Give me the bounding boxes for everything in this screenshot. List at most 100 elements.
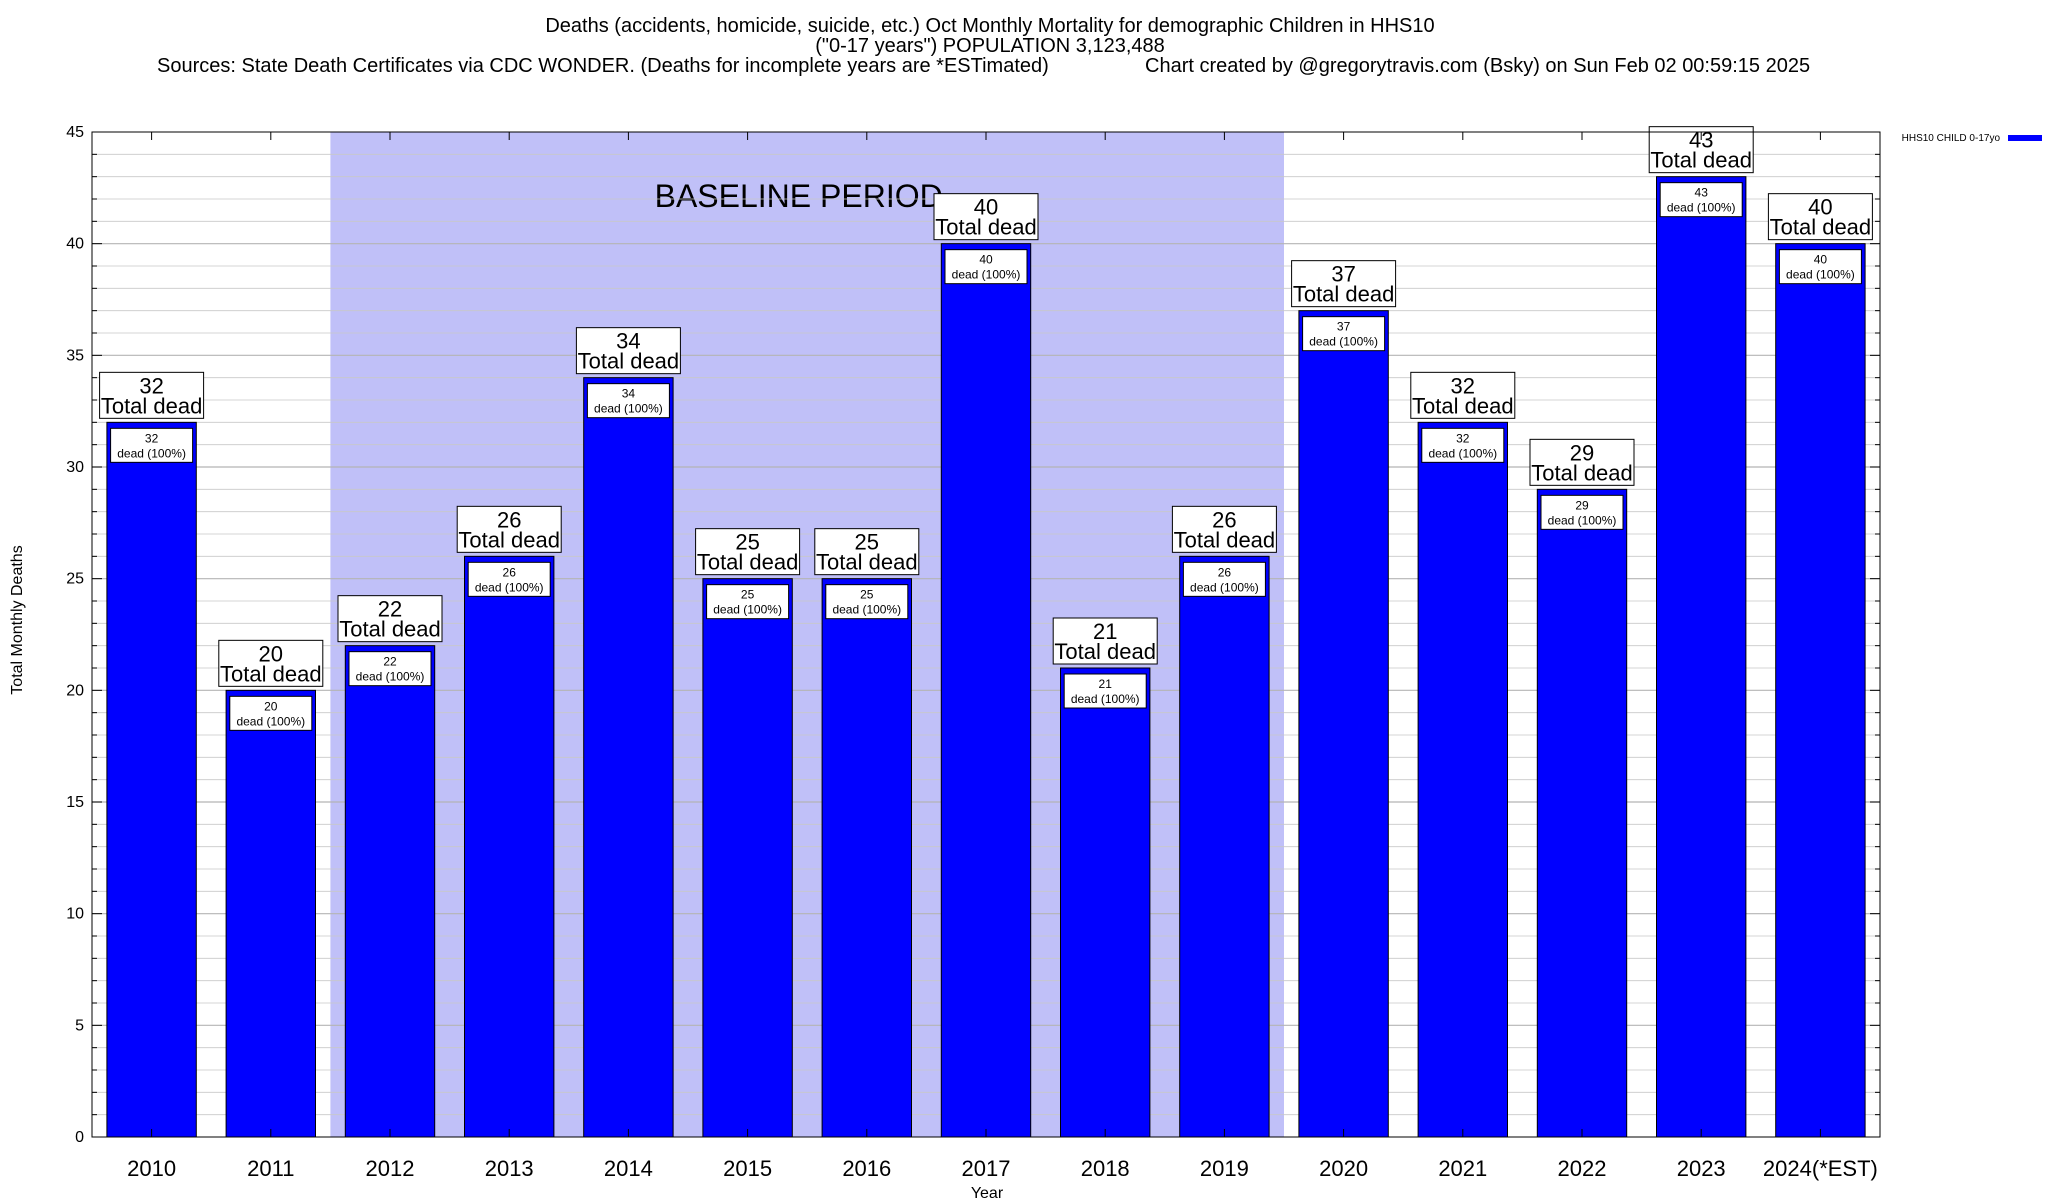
- bar-2010: [106, 421, 197, 1138]
- inner-pct-label: dead (100%): [1190, 580, 1259, 594]
- total-text-label: Total dead: [101, 393, 203, 418]
- x-tick-label-2020: 2020: [1319, 1156, 1368, 1181]
- inner-pct-label: dead (100%): [1309, 335, 1378, 349]
- inner-label-box: [1540, 494, 1624, 530]
- inner-label-box: [944, 249, 1028, 285]
- total-text-label: Total dead: [1174, 527, 1276, 552]
- inner-pct-label: dead (100%): [713, 603, 782, 617]
- y-axis-ticks: 0 5 10 15 20 25 30 35 40 45: [66, 124, 1880, 1146]
- total-text-label: Total dead: [1293, 282, 1395, 307]
- bar-2022: [1536, 488, 1628, 1138]
- x-tick-label-2021: 2021: [1438, 1156, 1487, 1181]
- total-value-label: 37: [1331, 262, 1355, 287]
- total-label-box: [1529, 438, 1635, 486]
- inner-value-label: 40: [979, 253, 993, 267]
- total-label-box: [456, 505, 562, 553]
- inner-value-label: 21: [1099, 677, 1113, 691]
- bar-2013: [464, 555, 555, 1138]
- inner-pct-label: dead (100%): [952, 268, 1021, 282]
- y-tick-label: 15: [66, 794, 84, 811]
- total-label-box: [1052, 617, 1158, 665]
- total-label-box: [575, 327, 681, 375]
- total-text-label: Total dead: [1531, 460, 1633, 485]
- x-axis-title: Year: [971, 1185, 1004, 1200]
- x-tick-label-2013: 2013: [485, 1156, 534, 1181]
- inner-pct-label: dead (100%): [1786, 268, 1855, 282]
- total-text-label: Total dead: [220, 661, 322, 686]
- inner-label-box: [1778, 249, 1862, 285]
- total-text-label: Total dead: [578, 349, 680, 374]
- total-value-label: 29: [1570, 440, 1594, 465]
- total-text-label: Total dead: [1412, 393, 1514, 418]
- inner-pct-label: dead (100%): [356, 670, 425, 684]
- inner-value-label: 32: [1456, 431, 1470, 445]
- inner-pct-label: dead (100%): [117, 446, 186, 460]
- inner-pct-label: dead (100%): [1667, 201, 1736, 215]
- baseline-period-label: BASELINE PERIOD: [655, 178, 943, 214]
- total-label-box: [695, 528, 801, 576]
- total-value-label: 32: [139, 373, 163, 398]
- total-value-label: 25: [735, 530, 759, 555]
- inner-value-label: 25: [860, 588, 874, 602]
- chart-title-line-1: Deaths (accidents, homicide, suicide, et…: [545, 15, 1434, 37]
- x-tick-label-2018: 2018: [1081, 1156, 1130, 1181]
- inner-label-box: [1302, 316, 1386, 352]
- inner-label-box: [348, 651, 432, 687]
- x-tick-label-2019: 2019: [1200, 1156, 1249, 1181]
- x-tick-label-2022: 2022: [1558, 1156, 1607, 1181]
- total-text-label: Total dead: [339, 617, 441, 642]
- total-label-box: [337, 595, 443, 643]
- bar-2012: [344, 645, 436, 1138]
- y-tick-label: 30: [66, 459, 84, 476]
- inner-value-label: 22: [383, 655, 397, 669]
- inner-label-box: [1421, 427, 1505, 463]
- inner-pct-label: dead (100%): [1071, 692, 1140, 706]
- total-label-box: [1410, 371, 1516, 419]
- y-tick-label: 35: [66, 347, 84, 364]
- plot-frame: [91, 131, 1881, 1138]
- bar-2023: [1656, 176, 1747, 1138]
- inner-pct-label: dead (100%): [475, 580, 544, 594]
- x-tick-label-2012: 2012: [366, 1156, 415, 1181]
- bar-2014: [583, 377, 674, 1138]
- bar-2017: [940, 243, 1032, 1138]
- x-tick-label-2010: 2010: [127, 1156, 176, 1181]
- bar-2020: [1298, 310, 1389, 1138]
- inner-pct-label: dead (100%): [832, 603, 901, 617]
- y-axis-title: Total Monthly Deaths: [9, 545, 26, 694]
- inner-value-label: 37: [1337, 320, 1351, 334]
- total-label-box: [99, 371, 205, 419]
- total-label-box: [1291, 260, 1397, 308]
- inner-value-label: 34: [622, 387, 636, 401]
- total-text-label: Total dead: [458, 527, 560, 552]
- total-text-label: Total dead: [1054, 639, 1156, 664]
- x-axis-ticks: 2010 2011 2012 2013 2014 2015 2016 2017 2018 2019…: [127, 132, 1878, 1181]
- x-tick-label-2024(*EST): 2024(*EST): [1763, 1156, 1878, 1181]
- y-tick-label: 25: [66, 571, 84, 588]
- inner-label-box: [110, 427, 194, 463]
- inner-value-label: 26: [503, 565, 517, 579]
- inner-value-label: 40: [1814, 253, 1828, 267]
- total-value-label: 32: [1451, 373, 1475, 398]
- inner-label-box: [586, 383, 670, 419]
- inner-value-label: 32: [145, 431, 159, 445]
- inner-label-box: [1659, 182, 1743, 218]
- total-label-box: [1767, 193, 1873, 241]
- total-text-label: Total dead: [1650, 148, 1752, 173]
- y-tick-label: 45: [66, 124, 84, 141]
- inner-label-box: [1182, 561, 1266, 597]
- x-tick-label-2014: 2014: [604, 1156, 653, 1181]
- bar-2021: [1417, 421, 1508, 1138]
- total-label-box: [933, 193, 1039, 241]
- bar-2024(*EST): [1775, 243, 1866, 1138]
- total-value-label: 26: [1212, 507, 1236, 532]
- inner-value-label: 26: [1218, 565, 1232, 579]
- inner-value-label: 20: [264, 699, 278, 713]
- inner-label-box: [825, 584, 909, 620]
- x-tick-label-2011: 2011: [247, 1156, 294, 1181]
- inner-pct-label: dead (100%): [1548, 513, 1617, 527]
- x-tick-label-2015: 2015: [723, 1156, 772, 1181]
- chart-sources: Sources: State Death Certificates via CD…: [157, 55, 1049, 77]
